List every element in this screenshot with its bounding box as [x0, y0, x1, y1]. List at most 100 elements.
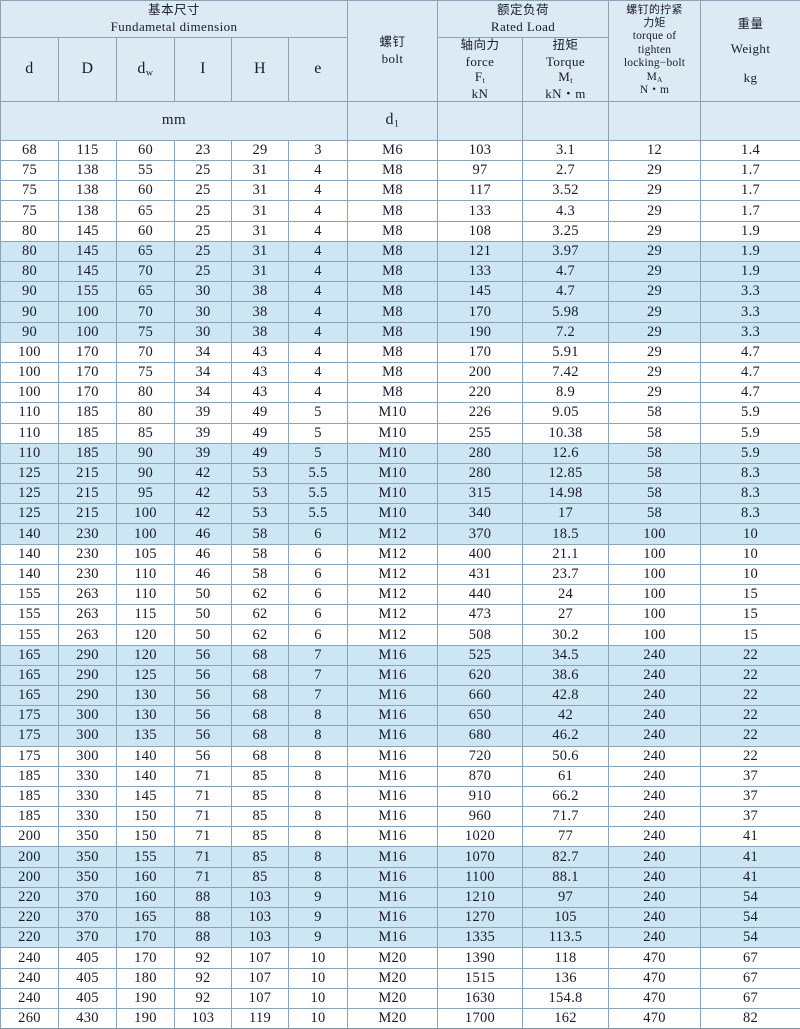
cell-d: 185 — [1, 766, 59, 786]
cell-force_kN: 473 — [438, 605, 523, 625]
cell-weight_kg: 15 — [701, 585, 800, 605]
cell-e: 10 — [289, 948, 348, 968]
cell-d1: M8 — [348, 302, 438, 322]
cell-I: 25 — [175, 201, 232, 221]
cell-e: 8 — [289, 867, 348, 887]
cell-I: 25 — [175, 181, 232, 201]
cell-torque_kNm: 97 — [523, 887, 609, 907]
cell-e: 4 — [289, 302, 348, 322]
cell-e: 4 — [289, 201, 348, 221]
cell-d: 100 — [1, 383, 59, 403]
header-basic-dimension-cn: 基本尺寸 — [1, 3, 347, 19]
cell-d1: M16 — [348, 685, 438, 705]
cell-weight_kg: 54 — [701, 908, 800, 928]
cell-e: 8 — [289, 746, 348, 766]
cell-locking_torque_Nm: 58 — [609, 443, 701, 463]
cell-D: 215 — [59, 484, 117, 504]
cell-I: 103 — [175, 1008, 232, 1028]
cell-I: 71 — [175, 807, 232, 827]
cell-dw: 145 — [117, 786, 175, 806]
cell-H: 43 — [232, 383, 289, 403]
cell-torque_kNm: 4.7 — [523, 262, 609, 282]
cell-torque_kNm: 24 — [523, 585, 609, 605]
cell-I: 88 — [175, 908, 232, 928]
cell-locking_torque_Nm: 58 — [609, 504, 701, 524]
cell-e: 4 — [289, 262, 348, 282]
header-locking-torque: 螺钉的拧紧 力矩 torque of tighten locking−bolt … — [609, 1, 701, 102]
cell-d1: M20 — [348, 968, 438, 988]
cell-d: 220 — [1, 928, 59, 948]
cell-weight_kg: 1.7 — [701, 161, 800, 181]
cell-torque_kNm: 8.9 — [523, 383, 609, 403]
cell-dw: 130 — [117, 685, 175, 705]
cell-weight_kg: 41 — [701, 847, 800, 867]
cell-H: 58 — [232, 524, 289, 544]
cell-d1: M16 — [348, 908, 438, 928]
cell-d: 165 — [1, 665, 59, 685]
cell-weight_kg: 67 — [701, 988, 800, 1008]
cell-weight_kg: 1.7 — [701, 181, 800, 201]
cell-D: 155 — [59, 282, 117, 302]
cell-force_kN: 1210 — [438, 887, 523, 907]
cell-I: 50 — [175, 585, 232, 605]
cell-dw: 55 — [117, 161, 175, 181]
cell-d1: M8 — [348, 241, 438, 261]
cell-D: 115 — [59, 140, 117, 160]
cell-locking_torque_Nm: 240 — [609, 887, 701, 907]
cell-D: 300 — [59, 706, 117, 726]
header-locking-torque-symbol: MA — [647, 71, 663, 85]
cell-locking_torque_Nm: 29 — [609, 181, 701, 201]
cell-D: 263 — [59, 605, 117, 625]
cell-weight_kg: 54 — [701, 887, 800, 907]
cell-force_kN: 1270 — [438, 908, 523, 928]
cell-force_kN: 315 — [438, 484, 523, 504]
cell-weight_kg: 1.9 — [701, 221, 800, 241]
cell-d1: M10 — [348, 484, 438, 504]
header-col-I-label: I — [175, 60, 231, 79]
cell-d1: M6 — [348, 140, 438, 160]
cell-dw: 60 — [117, 140, 175, 160]
cell-H: 43 — [232, 362, 289, 382]
cell-torque_kNm: 2.7 — [523, 161, 609, 181]
cell-d: 260 — [1, 1008, 59, 1028]
cell-torque_kNm: 82.7 — [523, 847, 609, 867]
header-bolt-cn: 螺钉 — [380, 35, 406, 51]
cell-d1: M16 — [348, 706, 438, 726]
cell-H: 31 — [232, 221, 289, 241]
cell-I: 56 — [175, 726, 232, 746]
cell-H: 49 — [232, 443, 289, 463]
cell-H: 38 — [232, 302, 289, 322]
cell-D: 145 — [59, 241, 117, 261]
cell-locking_torque_Nm: 470 — [609, 1008, 701, 1028]
cell-force_kN: 145 — [438, 282, 523, 302]
cell-d: 80 — [1, 262, 59, 282]
cell-dw: 80 — [117, 403, 175, 423]
header-locking-torque-en3: locking−bolt — [624, 57, 685, 71]
cell-locking_torque_Nm: 29 — [609, 322, 701, 342]
cell-e: 4 — [289, 221, 348, 241]
cell-locking_torque_Nm: 470 — [609, 968, 701, 988]
header-weight-en: Weight — [731, 41, 771, 56]
header-col-d-label: d — [1, 60, 58, 79]
cell-dw: 170 — [117, 948, 175, 968]
cell-D: 185 — [59, 443, 117, 463]
cell-e: 4 — [289, 181, 348, 201]
cell-force_kN: 660 — [438, 685, 523, 705]
cell-I: 71 — [175, 847, 232, 867]
cell-locking_torque_Nm: 29 — [609, 221, 701, 241]
cell-d: 220 — [1, 887, 59, 907]
spec-table-container: 基本尺寸 Fundametal dimension 螺钉 bolt 额定负荷 R… — [0, 0, 800, 969]
cell-d: 155 — [1, 605, 59, 625]
